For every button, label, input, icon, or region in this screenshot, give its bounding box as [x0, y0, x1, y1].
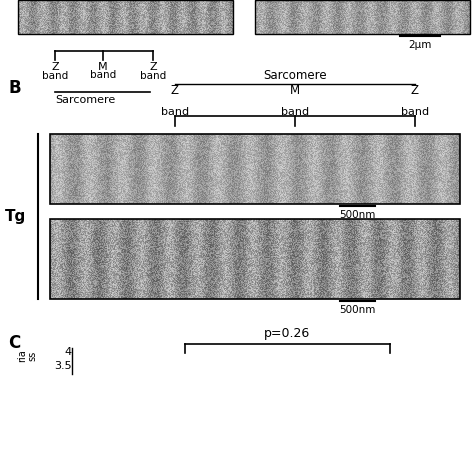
- Text: band: band: [281, 107, 309, 117]
- Text: Sarcomere: Sarcomere: [55, 95, 115, 105]
- Text: B: B: [8, 79, 21, 97]
- Bar: [255, 0, 470, 34]
- Bar: [50, 219, 460, 299]
- Text: Tg: Tg: [5, 209, 27, 224]
- Text: 4: 4: [65, 347, 72, 357]
- Bar: [50, 134, 460, 204]
- Text: Z: Z: [411, 84, 419, 97]
- Text: band: band: [401, 107, 429, 117]
- Text: band: band: [161, 107, 189, 117]
- Text: ss: ss: [27, 351, 37, 361]
- Bar: [18, 0, 233, 34]
- Text: Z: Z: [149, 62, 157, 72]
- Text: Z: Z: [51, 62, 59, 72]
- Text: band: band: [140, 71, 166, 81]
- Text: C: C: [8, 334, 20, 352]
- Text: ria: ria: [17, 350, 27, 363]
- Text: M: M: [98, 62, 108, 72]
- Text: M: M: [290, 84, 300, 97]
- Text: 3.5: 3.5: [55, 361, 72, 371]
- Text: 500nm: 500nm: [339, 210, 376, 220]
- Text: Sarcomere: Sarcomere: [263, 69, 327, 82]
- Text: 500nm: 500nm: [339, 305, 376, 315]
- Text: band: band: [42, 71, 68, 81]
- Text: 2μm: 2μm: [408, 40, 432, 50]
- Text: Z: Z: [171, 84, 179, 97]
- Text: band: band: [90, 70, 116, 80]
- Text: p=0.26: p=0.26: [264, 327, 310, 340]
